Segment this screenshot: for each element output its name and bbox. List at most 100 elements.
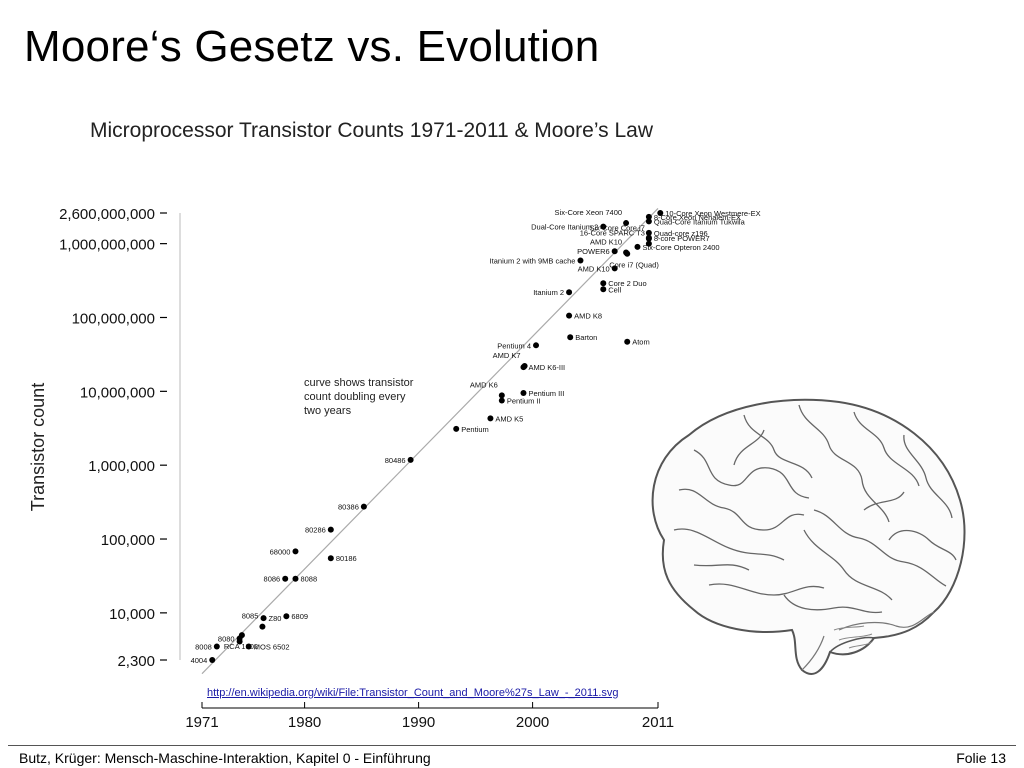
- data-point-label: 80186: [336, 554, 357, 563]
- data-point: [577, 257, 584, 264]
- data-point-label: Quad-Core Itanium Tukwila: [654, 217, 746, 226]
- data-point-label: AMD K10: [590, 238, 622, 247]
- data-point-label: Six-Core Opteron 2400: [642, 243, 719, 252]
- data-point: [283, 613, 290, 620]
- data-point-label: Core 2 Duo: [608, 279, 646, 288]
- data-point: [645, 235, 652, 242]
- data-point: [645, 229, 652, 236]
- data-point: [657, 210, 664, 216]
- data-point: [260, 615, 267, 622]
- annotation-line: curve shows transistor: [304, 377, 414, 389]
- data-point: [453, 425, 460, 432]
- y-tick-label: 100,000: [101, 532, 155, 549]
- x-tick-label: 2011: [642, 714, 674, 731]
- data-point-label: POWER6: [577, 247, 610, 256]
- data-point-label: 8080: [218, 634, 235, 643]
- data-point-label: 68000: [270, 547, 291, 556]
- data-point-label: 10-Core Xeon Westmere-EX: [665, 209, 760, 218]
- data-point: [645, 240, 652, 247]
- annotation-line: count doubling every: [304, 391, 406, 403]
- data-point: [282, 575, 289, 582]
- data-point-label: 16-Core SPARC T3: [580, 229, 645, 238]
- data-point: [566, 289, 573, 296]
- footer-slide-number: Folie 13: [956, 750, 1006, 766]
- data-point: [600, 223, 607, 230]
- data-point: [487, 415, 494, 422]
- data-point-label: 8008: [195, 643, 212, 652]
- data-point: [611, 265, 618, 272]
- data-point: [209, 657, 216, 663]
- data-point: [600, 280, 607, 287]
- data-point: [521, 363, 528, 370]
- data-point: [238, 632, 245, 639]
- data-point-label: RCA 1802: [224, 642, 258, 651]
- data-point: [623, 220, 630, 227]
- x-tick-label: 2000: [516, 714, 549, 731]
- data-point: [611, 248, 618, 255]
- data-point: [213, 643, 220, 650]
- data-point-label: Pentium: [461, 425, 489, 434]
- data-point-label: Pentium 4: [497, 341, 531, 350]
- data-point-label: 8-Core Xeon Nehalem-EX: [654, 213, 741, 222]
- data-point-label: Z80: [269, 614, 282, 623]
- annotation-line: two years: [304, 405, 352, 417]
- y-tick-label: 100,000,000: [72, 310, 155, 327]
- data-point: [327, 555, 334, 562]
- data-point-label: Itanium 2 with 9MB cache: [490, 256, 576, 265]
- data-point: [498, 397, 505, 404]
- x-tick-label: 1980: [288, 714, 321, 731]
- trend-annotation: curve shows transistor count doubling eve…: [304, 377, 414, 417]
- chart-title: Microprocessor Transistor Counts 1971-20…: [90, 119, 653, 142]
- data-point-label: Six-Core Xeon 7400: [555, 208, 623, 217]
- data-point: [645, 213, 652, 220]
- data-point: [259, 623, 266, 630]
- data-point: [567, 334, 574, 341]
- data-point-label: AMD K5: [495, 414, 523, 423]
- data-point-label: 80286: [305, 526, 326, 535]
- data-point: [498, 392, 505, 399]
- data-point-label: AMD K6: [470, 380, 498, 389]
- data-point: [236, 638, 243, 645]
- data-point-label: AMD K7: [493, 351, 521, 360]
- y-tick-label: 1,000,000: [88, 458, 155, 475]
- footer-course-info: Butz, Krüger: Mensch-Maschine-Interaktio…: [19, 750, 431, 766]
- y-tick-label: 10,000: [109, 606, 155, 623]
- data-point: [327, 526, 334, 533]
- data-point-label: MOS 6502: [254, 643, 290, 652]
- y-axis-label: Transistor count: [28, 383, 48, 511]
- data-point-label: 8-core POWER7: [654, 234, 710, 243]
- brain-illustration: [651, 398, 966, 675]
- data-point-label: AMD K10: [578, 264, 610, 273]
- y-tick-label: 2,600,000,000: [59, 206, 155, 223]
- data-point-label: Pentium III: [528, 389, 564, 398]
- data-point-label: Dual-Core Itanium 2: [531, 223, 598, 232]
- y-tick-label: 10,000,000: [80, 384, 155, 401]
- data-point-label: Barton: [575, 333, 597, 342]
- data-point: [566, 312, 573, 319]
- x-tick-label: 1990: [402, 714, 435, 731]
- footer-divider: [8, 745, 1016, 746]
- y-tick-label: 2,300: [117, 653, 155, 670]
- data-point-label: 8085: [242, 612, 259, 621]
- source-link[interactable]: http://en.wikipedia.org/wiki/File:Transi…: [207, 687, 619, 699]
- data-point: [533, 342, 540, 349]
- data-point-label: 4004: [191, 656, 208, 665]
- data-point: [292, 575, 299, 582]
- chart-axes: 2,300 10,000 100,000 1,000,000 10,000,000 100…: [59, 206, 674, 731]
- data-point: [245, 643, 252, 650]
- data-point-label: AMD K6-III: [528, 363, 565, 372]
- data-point-label: 80486: [385, 456, 406, 465]
- data-point: [645, 218, 652, 225]
- trend-line: [201, 207, 659, 675]
- data-point: [520, 389, 527, 396]
- data-point-label: 80386: [338, 503, 359, 512]
- data-point-label: Pentium II: [507, 397, 541, 406]
- data-point-label: Core i7 (Quad): [609, 261, 659, 270]
- moores-law-trend-line: [201, 207, 659, 675]
- data-point-label: Cell: [608, 285, 621, 294]
- data-point: [623, 249, 630, 256]
- data-point: [634, 243, 641, 250]
- data-point-label: AMD K8: [574, 312, 602, 321]
